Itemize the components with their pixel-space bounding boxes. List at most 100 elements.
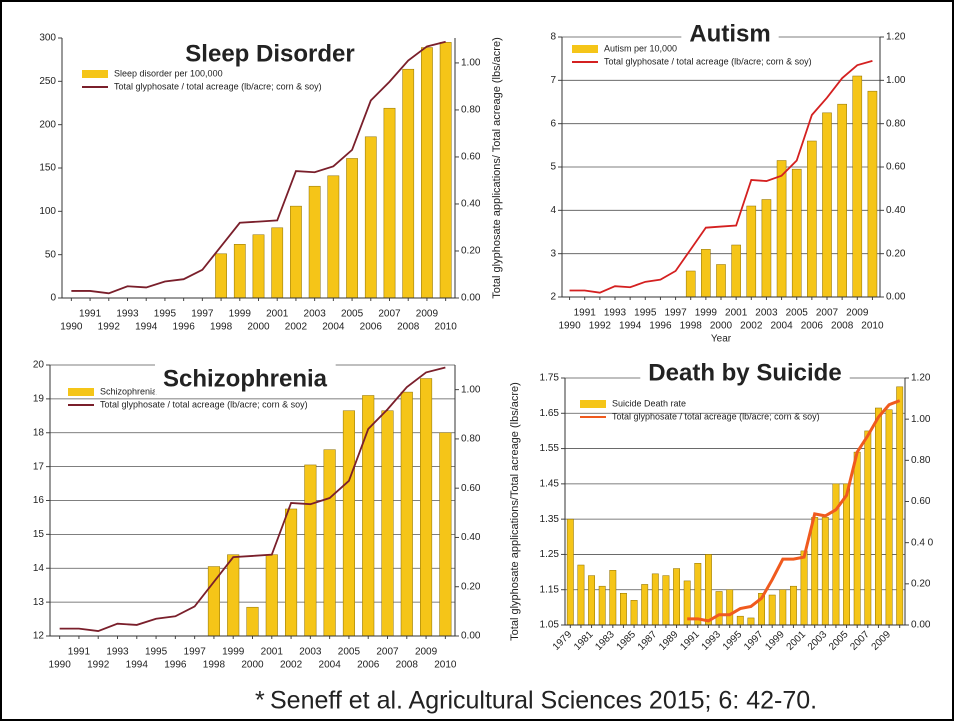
x-tick-label: 2001: [266, 309, 289, 320]
legend-label: Total glyphosate / total acreage (lb/acr…: [612, 411, 820, 421]
x-tick-label: 1996: [173, 322, 196, 333]
bar: [420, 378, 433, 637]
x-tick-label: 2008: [397, 322, 420, 333]
x-tick-label: 1999: [222, 647, 245, 658]
y-tick-label: 200: [39, 119, 56, 130]
y-axis-label: Total glyphosate applications/Total acre…: [509, 382, 521, 641]
bar: [641, 584, 649, 626]
x-tick-label: 2000: [247, 322, 270, 333]
legend-swatch: [572, 45, 598, 53]
bar: [215, 253, 227, 299]
y2-tick-label: 0.60: [461, 152, 481, 163]
title-background: [177, 38, 363, 70]
x-tick-label: 1991: [574, 308, 597, 319]
chart-title: Autism: [689, 20, 770, 47]
bar: [736, 615, 744, 626]
line-series: [687, 399, 901, 623]
bar: [746, 205, 757, 298]
x-tick-label: 2009: [415, 647, 438, 658]
bar: [776, 160, 787, 298]
y2-tick-label: 0.00: [461, 293, 481, 304]
bar: [577, 564, 585, 626]
bar: [811, 517, 819, 626]
y-tick-label: 4: [550, 205, 556, 216]
x-tick-label: 1993: [604, 308, 627, 319]
y2-tick-label: 0.80: [911, 455, 931, 466]
x-tick-label: 1990: [558, 321, 581, 332]
y-tick-label: 15: [33, 529, 45, 540]
bar: [233, 244, 246, 299]
chart-title: Schizophrenia: [163, 365, 328, 392]
bar: [566, 518, 574, 626]
y-tick-label: 1.15: [540, 584, 560, 595]
bar: [716, 264, 726, 298]
axis-frame: [61, 38, 456, 299]
bar: [821, 517, 829, 626]
legend-swatch: [580, 400, 606, 408]
x-tick-label: 1992: [98, 322, 121, 333]
y2-tick-label: 1.00: [461, 384, 481, 395]
bar: [715, 591, 723, 626]
y2-tick-label: 0.40: [461, 532, 481, 543]
x-tick-label: 1991: [79, 309, 102, 320]
x-tick-label: 1994: [126, 660, 149, 671]
y-tick-label: 20: [33, 360, 45, 371]
y2-tick-label: 0.80: [461, 434, 481, 445]
x-tick-label: 2005: [786, 308, 809, 319]
y-tick-label: 1.45: [540, 478, 560, 489]
bar: [598, 585, 606, 626]
citation: Seneff et al. Agricultural Sciences 2015…: [270, 687, 817, 715]
y-tick-label: 1.75: [540, 373, 560, 384]
bar: [673, 568, 680, 626]
x-tick-label: 2003: [304, 309, 327, 320]
x-tick-label: 1995: [154, 309, 177, 320]
bar: [731, 244, 741, 298]
legend-swatch: [68, 388, 94, 396]
bar: [843, 483, 850, 626]
x-tick-label: 2001: [261, 647, 284, 658]
x-tick-label: 2006: [360, 322, 383, 333]
y-tick-label: 100: [39, 206, 56, 217]
bar: [779, 589, 787, 626]
y-tick-label: 150: [39, 163, 56, 174]
y2-tick-label: 1.00: [886, 75, 906, 86]
y2-tick-label: 1.20: [886, 32, 906, 43]
bar: [791, 168, 802, 298]
x-tick-label: 1990: [49, 660, 72, 671]
bar: [705, 554, 712, 626]
y-tick-label: 18: [33, 427, 45, 438]
bar: [651, 573, 659, 626]
x-tick-label: 2005: [341, 309, 364, 320]
y2-tick-label: 0.20: [886, 248, 906, 259]
x-tick-label: 2001: [725, 308, 748, 319]
bar: [747, 617, 755, 626]
y2-tick-label: 0.40: [461, 199, 481, 210]
x-tick-label: 2004: [770, 321, 793, 332]
x-tick-label: 2000: [710, 321, 733, 332]
y-tick-label: 7: [550, 75, 556, 86]
legend-label: Total glyphosate / total acreage (lb/acr…: [114, 81, 322, 91]
y2-tick-label: 0.00: [911, 620, 931, 631]
y-tick-label: 1.25: [540, 549, 560, 560]
x-tick-label: 2006: [801, 321, 824, 332]
y2-tick-label: 1.20: [911, 373, 931, 384]
y2-tick-label: 0.80: [886, 118, 906, 129]
bar: [807, 140, 817, 298]
x-tick-label: 2007: [378, 309, 401, 320]
title-background: [154, 363, 336, 395]
bar: [768, 594, 776, 626]
bar: [346, 158, 358, 299]
x-tick-label: 1994: [619, 321, 642, 332]
x-tick-label: 2009: [846, 308, 869, 319]
legend-label: Total glyphosate / total acreage (lb/acr…: [100, 399, 308, 409]
bar: [800, 550, 808, 626]
line-series: [71, 40, 446, 295]
x-tick-label: 2002: [285, 322, 308, 333]
bar: [421, 47, 433, 299]
bar: [439, 42, 452, 299]
x-tick-label: 2008: [831, 321, 854, 332]
y2-tick-label: 0.60: [886, 162, 906, 173]
bar: [701, 249, 711, 298]
x-tick-label: 2009: [416, 309, 439, 320]
bar: [327, 175, 340, 299]
